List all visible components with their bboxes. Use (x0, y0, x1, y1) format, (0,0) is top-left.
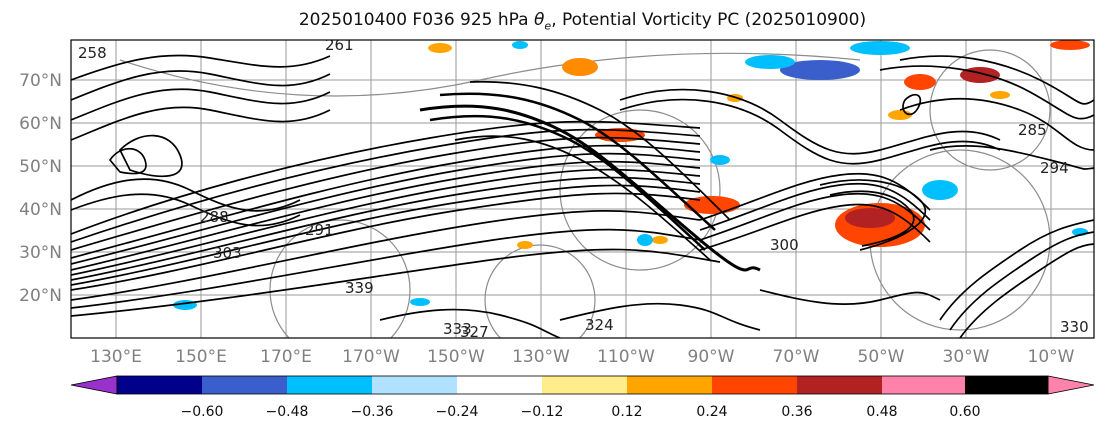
colorbar-swatch (712, 376, 797, 394)
colorbar-tick: 0.24 (696, 404, 727, 420)
colorbar-tick: −0.48 (266, 404, 309, 420)
colorbar-tick: 0.60 (949, 404, 980, 420)
contour-label: 261 (325, 36, 354, 54)
colorbar-tick: 0.48 (866, 404, 897, 420)
lat-label: 20°N (19, 286, 62, 306)
title-theta-sub: e (544, 19, 552, 33)
colorbar-tick: 0.12 (611, 404, 642, 420)
lon-label: 50°W (858, 347, 905, 367)
contour-label: 330 (1060, 318, 1089, 336)
contour-label: 291 (305, 221, 334, 239)
lat-label: 40°N (19, 200, 62, 220)
colorbar-outline (116, 375, 1049, 395)
title-suffix: , Potential Vorticity PC (2025010900) (551, 10, 867, 30)
map-title: 2025010400 F036 925 hPa θe, Potential Vo… (0, 10, 1105, 32)
lat-label: 30°N (19, 243, 62, 263)
colorbar-swatch (965, 376, 1048, 394)
title-prefix: 2025010400 F036 925 hPa (298, 10, 534, 30)
contour-label: 258 (78, 44, 107, 62)
colorbar-swatch (797, 376, 882, 394)
contour-labels: 258 261 285 294 288 291 303 300 339 333 … (78, 36, 1089, 341)
colorbar-extend-high (1047, 375, 1095, 395)
longitude-axis: 130°E 150°E 170°E 170°W 150°W 130°W 110°… (90, 347, 1075, 367)
title-theta: θ (534, 10, 545, 30)
colorbar-tick: 0.36 (781, 404, 812, 420)
colorbar-swatch (287, 376, 372, 394)
contour-label: 294 (1040, 159, 1069, 177)
colorbar-swatch (372, 376, 457, 394)
lon-gridlines (115, 40, 1052, 338)
contour-label: 300 (770, 236, 799, 254)
contour-label: 339 (345, 279, 374, 297)
colorbar-tick: −0.24 (436, 404, 479, 420)
colorbar-extend-low (70, 375, 118, 395)
lon-label: 90°W (688, 347, 735, 367)
theta-e-contours (71, 54, 1094, 338)
contour-label: 324 (585, 316, 614, 334)
plot-frame (70, 39, 1095, 339)
colorbar-tick: −0.12 (521, 404, 564, 420)
pv-negative-shading (173, 41, 1088, 310)
colorbar-tick: −0.36 (351, 404, 394, 420)
contour-label: 285 (1018, 121, 1047, 139)
contour-label: 333 (443, 320, 472, 338)
lat-label: 50°N (19, 157, 62, 177)
colorbar-swatch (542, 376, 627, 394)
lon-label: 150°E (175, 347, 227, 367)
colorbar-swatch (117, 376, 202, 394)
lon-label: 110°W (597, 347, 655, 367)
lon-label: 30°W (943, 347, 990, 367)
contour-label: 288 (200, 208, 229, 226)
lat-label: 60°N (19, 114, 62, 134)
lon-label: 170°W (342, 347, 400, 367)
lat-label: 70°N (19, 71, 62, 91)
colorbar: −0.60 −0.48 −0.36 −0.24 −0.12 0.12 0.24 … (70, 375, 1095, 420)
colorbar-swatch (627, 376, 712, 394)
lon-label: 130°W (512, 347, 570, 367)
lon-label: 10°W (1028, 347, 1075, 367)
colorbar-swatch (202, 376, 287, 394)
lon-label: 170°E (260, 347, 312, 367)
contour-label: 303 (213, 244, 242, 262)
lon-label: 70°W (773, 347, 820, 367)
colorbar-swatch (882, 376, 965, 394)
contour-label: 327 (460, 323, 489, 341)
lon-label: 150°W (427, 347, 485, 367)
lon-label: 130°E (90, 347, 142, 367)
colorbar-tick: −0.60 (181, 404, 224, 420)
colorbar-swatch (457, 376, 542, 394)
latitude-axis: 70°N 60°N 50°N 40°N 30°N 20°N (19, 71, 62, 306)
